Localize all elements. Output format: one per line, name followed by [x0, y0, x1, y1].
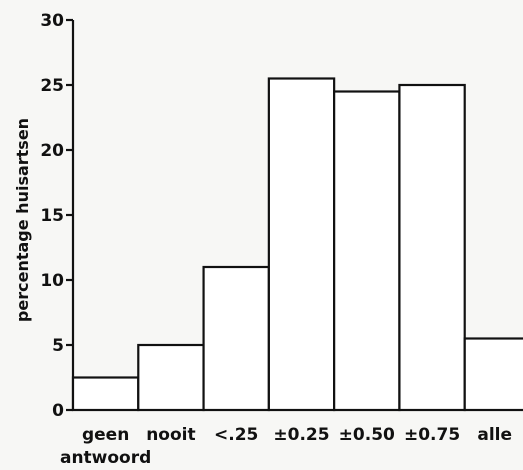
- y-tick-label: 10: [40, 271, 64, 291]
- bar: [267, 77, 336, 412]
- y-tick-label: 30: [40, 11, 64, 31]
- y-tick-label: 5: [52, 336, 64, 356]
- bars: [71, 77, 523, 412]
- x-tick-label: ±0.75: [404, 425, 460, 445]
- y-axis: 0 5 10 15 20 25 30: [40, 11, 75, 421]
- bar: [71, 376, 140, 412]
- bar: [398, 83, 466, 412]
- y-tick-label: 15: [40, 206, 64, 226]
- x-tick-label: ±0.50: [339, 425, 395, 445]
- y-tick-label: 20: [40, 141, 64, 161]
- y-tick-label: 0: [52, 401, 64, 421]
- x-tick-label: <.25: [214, 425, 258, 445]
- bar: [202, 265, 270, 412]
- x-tick-label: alle: [477, 425, 512, 445]
- bar: [463, 337, 523, 412]
- bar: [333, 90, 401, 412]
- x-tick-label: nooit: [146, 425, 195, 445]
- y-tick-label: 25: [40, 76, 64, 96]
- bar: [137, 343, 205, 412]
- x-tick-label: geen antwoord: [60, 425, 151, 468]
- x-tick-label: ±0.25: [273, 425, 329, 445]
- y-axis-label: percentage huisartsen: [13, 118, 32, 322]
